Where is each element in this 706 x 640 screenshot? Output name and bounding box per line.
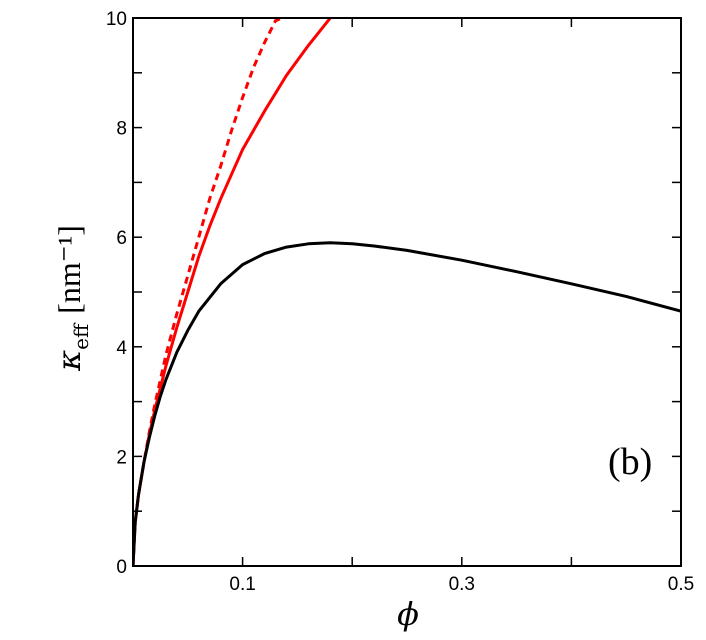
y-tick-label: 8 xyxy=(116,119,127,140)
svg-text:κeff[nm⁻¹]: κeff [nm⁻¹] xyxy=(50,225,93,372)
x-tick-label: 0.3 xyxy=(449,574,475,595)
series-2-line xyxy=(133,241,681,566)
ticks-layer xyxy=(133,17,681,567)
y-tick-label: 2 xyxy=(116,447,127,468)
y-tick-label: 6 xyxy=(116,228,127,249)
series-layer xyxy=(133,18,681,566)
x-axis-label: ϕ xyxy=(397,595,419,633)
panel-label: (b) xyxy=(608,441,652,483)
y-tick-label: 10 xyxy=(106,9,127,30)
labels-layer: 0.1 0.3 0.5 0 2 4 6 8 10 xyxy=(106,9,694,595)
plot-frame xyxy=(132,17,682,567)
y-tick-label: 4 xyxy=(116,338,127,359)
y-axis-label-unit: [nm⁻¹] xyxy=(51,225,87,314)
y-axis-label-subscript: eff xyxy=(69,322,93,350)
series-1-line xyxy=(133,18,332,566)
y-axis-label-symbol: κ xyxy=(50,350,88,372)
y-axis-label: κeff [nm⁻¹] xyxy=(50,225,93,372)
x-tick-label: 0.5 xyxy=(668,574,694,595)
x-tick-label: 0.1 xyxy=(229,574,255,595)
y-tick-label: 0 xyxy=(116,557,127,578)
series-0-line xyxy=(133,18,283,566)
